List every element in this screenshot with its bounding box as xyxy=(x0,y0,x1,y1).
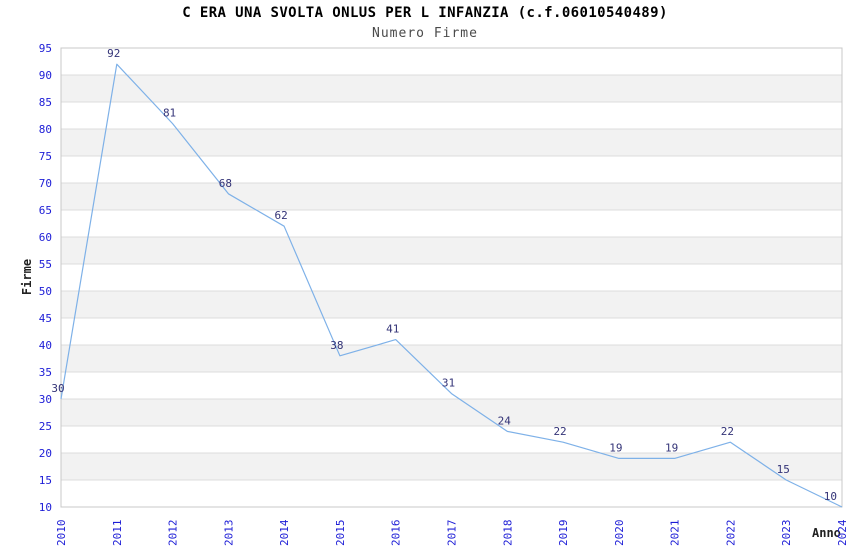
data-point-label: 19 xyxy=(609,441,622,454)
plot-band xyxy=(61,453,842,480)
data-point-label: 30 xyxy=(51,382,64,395)
y-tick-label: 40 xyxy=(39,339,52,352)
plot-band xyxy=(61,210,842,237)
plot-band xyxy=(61,399,842,426)
x-tick-label: 2021 xyxy=(669,520,682,547)
data-point-label: 22 xyxy=(721,425,734,438)
chart-title: C ERA UNA SVOLTA ONLUS PER L INFANZIA (c… xyxy=(182,5,668,21)
data-point-label: 62 xyxy=(275,209,288,222)
x-tick-label: 2015 xyxy=(334,520,347,547)
plot-band xyxy=(61,426,842,453)
plot-band xyxy=(61,183,842,210)
x-tick-label: 2018 xyxy=(501,520,514,547)
data-point-label: 41 xyxy=(386,323,399,336)
plot-border xyxy=(60,47,843,508)
series-line xyxy=(60,63,843,508)
y-tick-label: 30 xyxy=(39,393,52,406)
plot-band xyxy=(61,237,842,264)
data-point-label: 92 xyxy=(107,47,120,60)
plot-band xyxy=(61,291,842,318)
plot-band xyxy=(61,480,842,507)
x-tick-label: 2016 xyxy=(390,520,403,547)
data-point-label: 22 xyxy=(553,425,566,438)
plot-band xyxy=(61,318,842,345)
x-tick-label: 2019 xyxy=(557,520,570,547)
plot-band xyxy=(61,372,842,399)
x-tick-label: 2013 xyxy=(222,520,235,547)
y-tick-label: 95 xyxy=(39,42,52,55)
y-tick-label: 70 xyxy=(39,177,52,190)
y-tick-label: 15 xyxy=(39,474,52,487)
plot-band xyxy=(61,75,842,102)
plot-band xyxy=(61,264,842,291)
y-tick-label: 25 xyxy=(39,420,52,433)
y-tick-label: 50 xyxy=(39,285,52,298)
y-tick-label: 60 xyxy=(39,231,52,244)
y-tick-label: 80 xyxy=(39,123,52,136)
data-point-label: 81 xyxy=(163,107,176,120)
x-tick-label: 2024 xyxy=(836,519,849,546)
x-tick-label: 2017 xyxy=(446,520,459,547)
x-tick-label: 2014 xyxy=(278,519,291,546)
data-point-label: 38 xyxy=(330,339,343,352)
plot-band xyxy=(61,129,842,156)
y-tick-label: 65 xyxy=(39,204,52,217)
x-tick-label: 2020 xyxy=(613,520,626,547)
chart-subtitle: Numero Firme xyxy=(372,26,478,41)
data-point-label: 31 xyxy=(442,377,455,390)
plot-band xyxy=(61,156,842,183)
x-tick-label: 2022 xyxy=(724,520,737,547)
data-point-label: 10 xyxy=(824,490,837,503)
y-tick-label: 10 xyxy=(39,501,52,514)
x-axis-title: Anno xyxy=(812,526,841,540)
plot-band xyxy=(61,48,842,75)
y-tick-label: 20 xyxy=(39,447,52,460)
x-tick-label: 2011 xyxy=(111,520,124,547)
y-tick-label: 45 xyxy=(39,312,52,325)
y-tick-label: 90 xyxy=(39,69,52,82)
y-tick-label: 55 xyxy=(39,258,52,271)
data-point-label: 24 xyxy=(498,414,512,427)
x-tick-label: 2023 xyxy=(780,520,793,547)
data-point-label: 19 xyxy=(665,441,678,454)
x-tick-label: 2012 xyxy=(167,520,180,547)
y-tick-label: 85 xyxy=(39,96,52,109)
y-tick-label: 75 xyxy=(39,150,52,163)
data-point-label: 68 xyxy=(219,177,232,190)
data-point-label: 15 xyxy=(777,463,790,476)
x-tick-label: 2010 xyxy=(55,520,68,547)
plot-band xyxy=(61,345,842,372)
y-tick-label: 35 xyxy=(39,366,52,379)
plot-band xyxy=(61,102,842,129)
